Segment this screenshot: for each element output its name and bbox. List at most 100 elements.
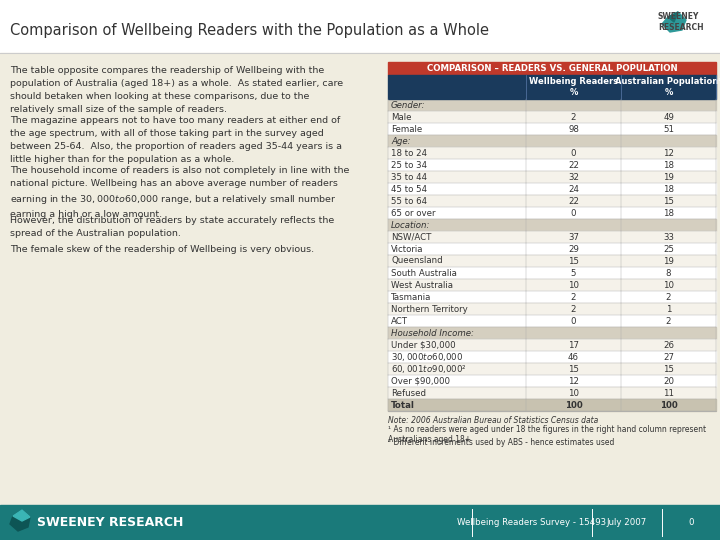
Text: West Australia: West Australia [391,280,453,289]
Text: Age:: Age: [391,137,410,145]
Bar [388,243,716,255]
Text: 18 to 24: 18 to 24 [391,148,427,158]
Text: 100: 100 [564,401,582,409]
Text: 8: 8 [666,268,671,278]
Text: The household income of readers is also not completely in line with the
national: The household income of readers is also … [10,166,349,219]
Text: 20: 20 [663,376,674,386]
Text: The magazine appears not to have too many readers at either end of
the age spect: The magazine appears not to have too man… [10,116,342,164]
Bar [388,267,716,279]
Polygon shape [668,12,678,22]
Polygon shape [13,510,30,521]
Bar [388,363,716,375]
Text: 100: 100 [660,401,678,409]
Bar [388,123,716,135]
Text: 18: 18 [663,208,674,218]
Bar [388,387,716,399]
Bar [0,53,720,505]
Text: 15: 15 [663,364,674,374]
Text: ² Different increments used by ABS - hence estimates used: ² Different increments used by ABS - hen… [388,438,614,447]
Text: 11: 11 [663,388,674,397]
Text: 26: 26 [663,341,674,349]
Text: Wellbeing Readers
%: Wellbeing Readers % [529,77,618,97]
Text: Over $90,000: Over $90,000 [391,376,450,386]
Bar [388,183,716,195]
Text: Female: Female [391,125,422,133]
Text: Wellbeing Readers Survey - 15493: Wellbeing Readers Survey - 15493 [457,518,606,527]
Text: 2: 2 [571,293,576,301]
Text: NSW/ACT: NSW/ACT [391,233,431,241]
Text: 1: 1 [666,305,671,314]
Bar [388,279,716,291]
Text: Australian Population¹
%: Australian Population¹ % [615,77,720,97]
Text: SWEENEY RESEARCH: SWEENEY RESEARCH [37,516,184,529]
Text: ACT: ACT [391,316,408,326]
Text: 0: 0 [571,316,576,326]
Text: 33: 33 [663,233,674,241]
Text: 51: 51 [663,125,674,133]
Text: 5: 5 [571,268,576,278]
Text: 98: 98 [568,125,579,133]
Bar [0,505,720,540]
Text: 12: 12 [568,376,579,386]
Text: 17: 17 [568,341,579,349]
Text: South Australia: South Australia [391,268,457,278]
Text: 15: 15 [568,256,579,266]
Bar [388,399,716,411]
Text: However, the distribution of readers by state accurately reflects the
spread of : However, the distribution of readers by … [10,216,334,238]
Text: 19: 19 [663,256,674,266]
Text: 18: 18 [663,185,674,193]
Bar [388,303,716,315]
Text: 55 to 64: 55 to 64 [391,197,427,206]
Text: 0: 0 [571,208,576,218]
Text: 29: 29 [568,245,579,253]
Bar [388,255,716,267]
Text: Under $30,000: Under $30,000 [391,341,456,349]
Bar [388,207,716,219]
Bar [388,147,716,159]
Text: COMPARISON – READERS VS. GENERAL POPULATION: COMPARISON – READERS VS. GENERAL POPULAT… [427,64,678,73]
Text: 45 to 54: 45 to 54 [391,185,427,193]
Polygon shape [662,12,686,32]
Bar [388,339,716,351]
Text: 49: 49 [663,112,674,122]
Text: ¹ As no readers were aged under 18 the figures in the right hand column represen: ¹ As no readers were aged under 18 the f… [388,425,706,444]
Text: 10: 10 [568,388,579,397]
Text: 19: 19 [663,172,674,181]
Text: 10: 10 [568,280,579,289]
Text: 12: 12 [663,148,674,158]
Text: 2: 2 [571,112,576,122]
Text: 2: 2 [666,316,671,326]
Text: 2: 2 [571,305,576,314]
Text: Comparison of Wellbeing Readers with the Population as a Whole: Comparison of Wellbeing Readers with the… [10,23,489,37]
Bar [388,171,716,183]
Text: 25: 25 [663,245,674,253]
Text: 22: 22 [568,197,579,206]
Text: July 2007: July 2007 [607,518,647,527]
Bar [388,75,716,99]
Bar [388,62,716,75]
Text: Refused: Refused [391,388,426,397]
Text: 37: 37 [568,233,579,241]
Bar [0,0,720,53]
Bar [388,135,716,147]
Bar [388,99,716,111]
Text: 10: 10 [663,280,674,289]
Bar [388,195,716,207]
Text: 25 to 34: 25 to 34 [391,160,427,170]
Bar [388,375,716,387]
Text: SWEENEY
RESEARCH: SWEENEY RESEARCH [658,11,703,32]
Bar [388,219,716,231]
Text: 22: 22 [568,160,579,170]
Text: 32: 32 [568,172,579,181]
Text: Queensland: Queensland [391,256,443,266]
Text: $60,001 to $90,000²: $60,001 to $90,000² [391,363,467,375]
Text: Male: Male [391,112,412,122]
Text: Location:: Location: [391,220,431,230]
Text: 0: 0 [688,518,694,527]
Text: $30,000 to $60,000: $30,000 to $60,000 [391,351,463,363]
Text: 15: 15 [663,197,674,206]
Bar [388,327,716,339]
Text: Northern Territory: Northern Territory [391,305,468,314]
Bar [388,159,716,171]
Bar [388,231,716,243]
